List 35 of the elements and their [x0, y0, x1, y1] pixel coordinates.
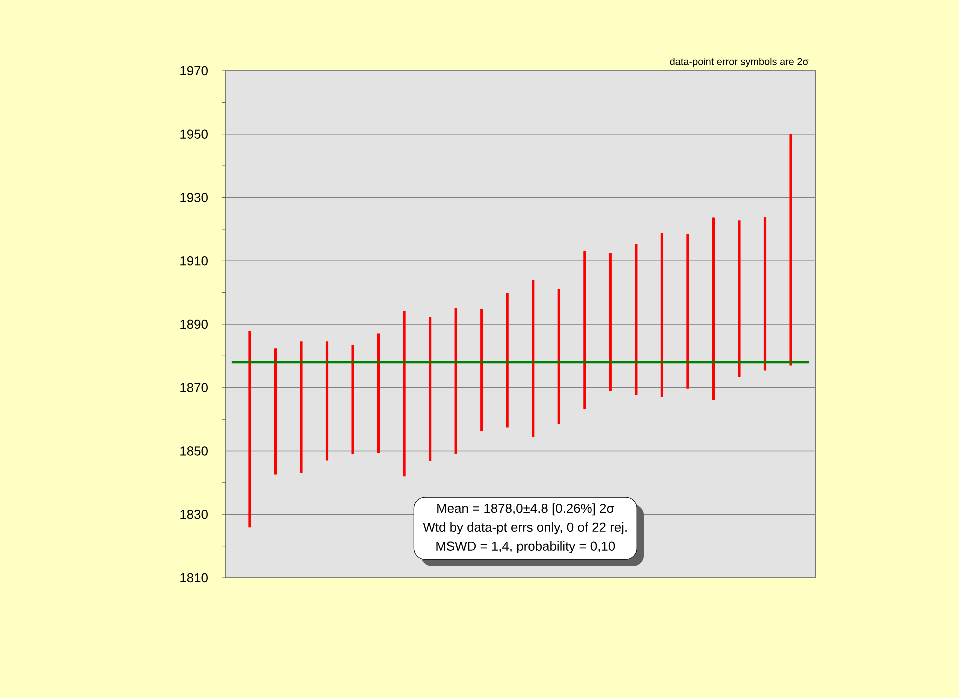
- y-tick-label: 1870: [180, 383, 208, 392]
- bar: [429, 318, 432, 462]
- bar: [738, 220, 741, 378]
- bar: [248, 331, 252, 528]
- annotation: MSWD = 1,4, probability = 0,10: [436, 541, 616, 554]
- y-tick-label: 1890: [180, 320, 208, 330]
- bar: [403, 311, 406, 477]
- text: data-point error symbols are 2σ: [670, 58, 809, 68]
- bar: [274, 348, 278, 475]
- annotation: Mean = 1878,0±4.8 [0.26%] 2σ: [438, 504, 615, 516]
- bar: [635, 244, 638, 396]
- bar: [377, 334, 380, 454]
- bar: [480, 308, 484, 432]
- y-tick-label: 1930: [180, 193, 208, 202]
- bar: [712, 218, 716, 401]
- bar: [506, 293, 509, 428]
- bar: [686, 234, 690, 389]
- bar: [790, 134, 792, 366]
- y-tick-label: 1850: [180, 446, 208, 456]
- y-tick-label: 1830: [180, 510, 208, 520]
- y-tick-label: 1810: [180, 573, 208, 583]
- bar: [300, 342, 303, 474]
- y-tick-label: 1910: [180, 256, 208, 266]
- bar: [584, 250, 586, 410]
- bar: [609, 253, 612, 392]
- bar: [558, 289, 560, 424]
- annotation: Wtd by data-pt errs only, 0 of 22 rej.: [423, 522, 627, 535]
- bar: [660, 233, 664, 398]
- y-tick-label: 1950: [180, 130, 208, 139]
- bar: [454, 308, 458, 454]
- bar: [764, 217, 767, 371]
- bar: [352, 345, 354, 454]
- y-tick-label: 1970: [180, 66, 208, 76]
- bar: [326, 342, 329, 461]
- bar: [532, 280, 535, 438]
